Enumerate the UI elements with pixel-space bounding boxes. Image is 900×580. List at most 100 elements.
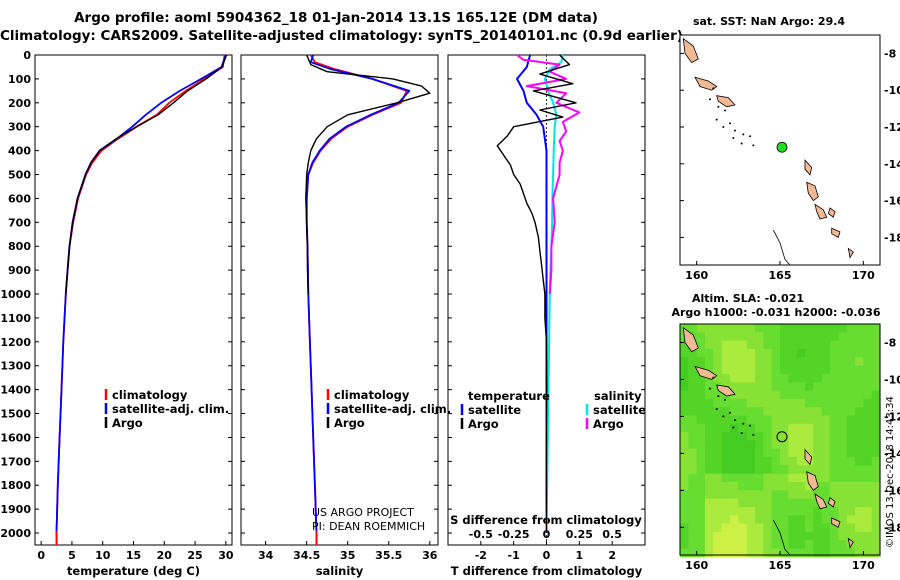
temp-series-argo	[65, 54, 228, 295]
sla-cell	[863, 498, 873, 508]
sal-legend-label: climatology	[334, 388, 410, 402]
sla-cell	[830, 340, 839, 350]
map-y-tick-label: -10	[884, 373, 900, 386]
sla-cell	[796, 465, 806, 475]
sla-cell	[846, 390, 856, 400]
sla-cell	[796, 340, 806, 350]
sla-cell	[705, 498, 714, 508]
sla-cell	[721, 448, 731, 458]
map-y-tick-label: -18	[884, 521, 900, 534]
sla-cell	[830, 465, 839, 475]
sla-cell	[771, 548, 781, 558]
sla-cell	[688, 473, 698, 483]
x-tick-label: 35	[340, 549, 355, 562]
sla-cell	[813, 490, 823, 500]
sla-cell	[746, 382, 756, 391]
float-marker	[776, 141, 788, 153]
sla-cell	[788, 440, 798, 450]
sla-cell	[821, 357, 831, 367]
sla-cell	[763, 531, 773, 541]
x-tick-label: 1	[576, 549, 584, 562]
sla-cell	[805, 523, 814, 533]
sla-cell	[788, 490, 798, 500]
sla-cell	[863, 332, 873, 342]
sla-cell	[855, 348, 864, 358]
sla-cell	[830, 523, 839, 533]
sla-cell	[821, 332, 831, 342]
map-y-tick-label: -12	[884, 121, 900, 134]
sla-cell	[813, 473, 823, 483]
sla-cell	[713, 482, 723, 491]
sla-cell	[730, 407, 739, 416]
sla-cell	[788, 457, 798, 466]
sla-cell	[688, 482, 698, 491]
sla-cell	[696, 340, 706, 350]
diff-legend-label: satellite	[593, 403, 646, 417]
sla-cell	[871, 531, 881, 541]
sla-cell	[688, 398, 698, 408]
depth-tick-label: 1900	[0, 503, 31, 516]
islet	[712, 376, 715, 379]
sla-cell	[788, 340, 798, 350]
sla-cell	[838, 398, 848, 408]
plot-frame	[240, 54, 439, 546]
sla-cell	[771, 515, 781, 525]
sla-cell	[705, 415, 714, 425]
sla-cell	[788, 373, 798, 383]
sla-cell	[680, 340, 689, 350]
sla-cell	[696, 373, 706, 383]
sla-cell	[863, 365, 873, 375]
sla-cell	[863, 523, 873, 533]
sla-cell	[696, 490, 706, 500]
sla-cell	[846, 498, 856, 508]
land-island	[804, 448, 813, 466]
sla-cell	[730, 498, 739, 508]
sla-cell	[855, 548, 864, 558]
sla-cell	[696, 324, 706, 333]
sla-cell	[755, 382, 764, 391]
sla-cell	[863, 324, 873, 333]
sla-cell	[746, 448, 756, 458]
x-axis-label: temperature (deg C)	[67, 564, 200, 578]
sla-cell	[821, 498, 831, 508]
sla-cell	[738, 373, 748, 383]
sla-cell	[680, 523, 689, 533]
islet	[724, 398, 726, 401]
map-x-tick-label: 165	[769, 559, 792, 572]
map-y-tick-label: -12	[884, 410, 900, 423]
sla-cell	[780, 473, 789, 483]
sla-cell	[746, 482, 756, 491]
sla-cell	[738, 390, 748, 400]
sla-cell	[796, 448, 806, 458]
sla-cell	[796, 423, 806, 433]
sla-cell	[755, 523, 764, 533]
sla-cell	[846, 332, 856, 342]
sla-cell	[780, 324, 789, 333]
sla-cell	[771, 340, 781, 350]
sla-cell	[805, 540, 814, 549]
depth-tick-label: 1300	[0, 360, 31, 373]
sla-cell	[855, 407, 864, 416]
sla-cell	[805, 357, 814, 367]
depth-tick-label: 1500	[0, 408, 31, 421]
x-tick-label: 35.5	[375, 549, 402, 562]
sla-cell	[763, 357, 773, 367]
sla-cell	[855, 357, 864, 367]
sla-cell	[705, 340, 714, 350]
sla-cell	[680, 398, 689, 408]
sla-cell	[705, 365, 714, 375]
sla-cell	[755, 332, 764, 342]
sla-cell	[796, 382, 806, 391]
sla-cell	[788, 498, 798, 508]
sla-cell	[713, 498, 723, 508]
sla-cell	[863, 448, 873, 458]
sla-cell	[721, 373, 731, 383]
sla-cell	[780, 357, 789, 367]
land-island	[831, 227, 841, 238]
sla-cell	[871, 440, 881, 450]
sla-cell	[721, 415, 731, 425]
sla-cell	[863, 415, 873, 425]
temp-series-climatology	[55, 54, 226, 534]
sla-cell	[721, 340, 731, 350]
x-tick-label: 25	[187, 549, 202, 562]
